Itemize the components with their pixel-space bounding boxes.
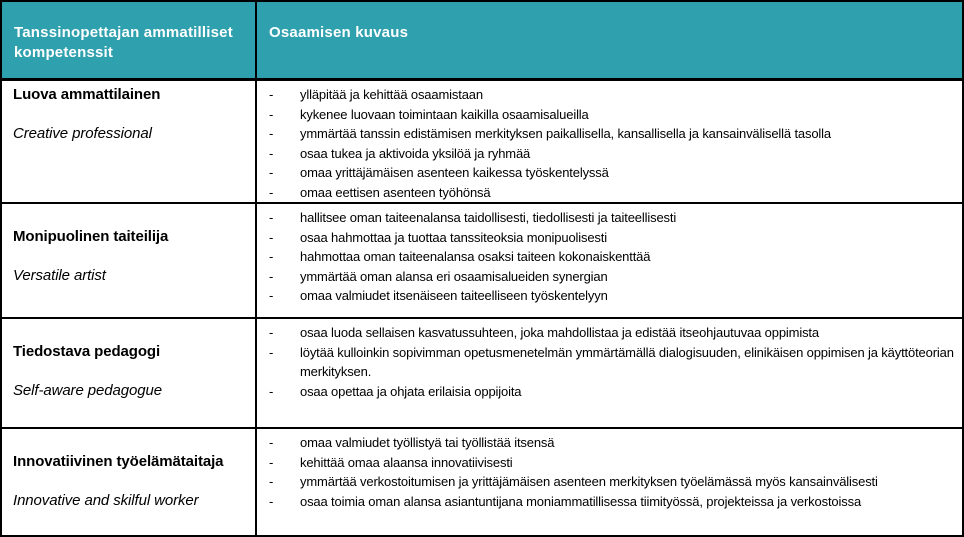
competency-title-en: Versatile artist bbox=[13, 267, 106, 284]
competency-title: Monipuolinen taiteilija bbox=[13, 228, 169, 245]
bullet-text: osaa toimia oman alansa asiantuntijana m… bbox=[300, 493, 862, 509]
competency-row-left: Tiedostava pedagogi Self-aware pedagogue bbox=[2, 319, 257, 429]
list-item: - osaa toimia oman alansa asiantuntijana … bbox=[263, 492, 954, 512]
bullet-dash: - bbox=[269, 454, 274, 470]
competency-row-right: - osaa luoda sellaisen kasvatussuhteen, j… bbox=[257, 319, 962, 429]
bullet-text: osaa luoda sellaisen kasvatussuhteen, jo… bbox=[300, 325, 819, 340]
bullet-text: osaa tukea ja aktivoida yksilöä ja ryhmä… bbox=[300, 145, 531, 161]
list-item: - ylläpitää ja kehittää osaamistaan bbox=[263, 85, 954, 105]
competency-row-left: Monipuolinen taiteilija Versatile artist bbox=[2, 204, 257, 319]
competency-row-right: - hallitsee oman taiteenalansa taidollise… bbox=[257, 204, 962, 319]
list-item: - omaa valmiudet työllistyä tai työllistä… bbox=[263, 433, 954, 453]
bullet-text: omaa valmiudet itsenäiseen taiteelliseen… bbox=[300, 288, 608, 303]
bullet-dash: - bbox=[269, 268, 274, 284]
competency-title: Innovatiivinen työelämätaitaja bbox=[13, 453, 224, 470]
list-item: - omaa eettisen asenteen työhönsä bbox=[263, 183, 954, 203]
competency-title: Tiedostava pedagogi bbox=[13, 343, 161, 360]
bullet-text: omaa valmiudet työllistyä tai työllistää… bbox=[300, 435, 555, 450]
bullet-dash: - bbox=[269, 288, 274, 303]
bullet-dash: - bbox=[269, 249, 274, 264]
table-header-description: Osaamisen kuvaus bbox=[257, 2, 962, 81]
competency-title: Luova ammattilainen bbox=[13, 86, 161, 103]
list-item: - osaa luoda sellaisen kasvatussuhteen, j… bbox=[263, 323, 954, 343]
bullet-text: ymmärtää oman alansa eri osaamisalueiden… bbox=[300, 268, 608, 284]
bullet-text: hahmottaa oman taiteenalansa osaksi tait… bbox=[300, 249, 651, 264]
competency-row-right: - ylläpitää ja kehittää osaamistaan - kyke… bbox=[257, 81, 962, 204]
bullet-text: omaa eettisen asenteen työhönsä bbox=[300, 184, 491, 200]
bullet-dash: - bbox=[269, 145, 274, 161]
bullet-text: kykenee luovaan toimintaan kaikilla osaa… bbox=[300, 106, 589, 122]
bullet-dash: - bbox=[269, 126, 274, 141]
list-item: - ymmärtää tanssin edistämisen merkitykse… bbox=[263, 124, 954, 144]
bullet-text: ymmärtää tanssin edistämisen merkityksen… bbox=[300, 126, 831, 141]
bullet-text: ymmärtää verkostoitumisen ja yrittäjämäi… bbox=[300, 474, 878, 489]
bullet-text: kehittää omaa alaansa innovatiivisesti bbox=[300, 454, 513, 470]
bullet-list: - ylläpitää ja kehittää osaamistaan - kyke… bbox=[263, 85, 954, 202]
list-item: - hahmottaa oman taiteenalansa osaksi tai… bbox=[263, 247, 954, 267]
bullet-dash: - bbox=[269, 383, 274, 399]
list-item: - osaa hahmottaa ja tuottaa tanssiteoksia… bbox=[263, 228, 954, 248]
list-item: - kykenee luovaan toimintaan kaikilla osa… bbox=[263, 105, 954, 125]
bullet-dash: - bbox=[269, 229, 274, 245]
bullet-list: - omaa valmiudet työllistyä tai työllistä… bbox=[263, 433, 954, 511]
bullet-dash: - bbox=[269, 474, 274, 489]
bullet-dash: - bbox=[269, 344, 274, 360]
competency-row-left: Innovatiivinen työelämätaitaja Innovativ… bbox=[2, 429, 257, 535]
bullet-dash: - bbox=[269, 325, 274, 340]
bullet-text: hallitsee oman taiteenalansa taidollises… bbox=[300, 210, 677, 225]
bullet-dash: - bbox=[269, 87, 274, 102]
list-item: - omaa valmiudet itsenäiseen taiteellisee… bbox=[263, 286, 954, 306]
list-item: - kehittää omaa alaansa innovatiivisesti bbox=[263, 453, 954, 473]
table-header-competencies: Tanssinopettajan ammatilliset kompetenss… bbox=[2, 2, 257, 81]
bullet-text: ylläpitää ja kehittää osaamistaan bbox=[300, 87, 483, 102]
bullet-dash: - bbox=[269, 184, 274, 200]
bullet-list: - osaa luoda sellaisen kasvatussuhteen, j… bbox=[263, 323, 954, 401]
list-item: - ymmärtää oman alansa eri osaamisalueide… bbox=[263, 267, 954, 287]
bullet-text: osaa opettaa ja ohjata erilaisia oppijoi… bbox=[300, 383, 522, 399]
list-item: - ymmärtää verkostoitumisen ja yrittäjämä… bbox=[263, 472, 954, 492]
competency-title-en: Creative professional bbox=[13, 125, 152, 142]
competency-title-en: Self-aware pedagogue bbox=[13, 382, 162, 399]
competency-title-en: Innovative and skilful worker bbox=[13, 492, 199, 509]
list-item: - omaa yrittäjämäisen asenteen kaikessa t… bbox=[263, 163, 954, 183]
competency-row-left: Luova ammattilainen Creative professiona… bbox=[2, 81, 257, 204]
bullet-dash: - bbox=[269, 493, 274, 509]
list-item: - löytää kulloinkin sopivimman opetusmene… bbox=[263, 343, 954, 382]
list-item: - osaa opettaa ja ohjata erilaisia oppijo… bbox=[263, 382, 954, 402]
bullet-dash: - bbox=[269, 210, 274, 225]
bullet-text: osaa hahmottaa ja tuottaa tanssiteoksia … bbox=[300, 229, 607, 245]
list-item: - hallitsee oman taiteenalansa taidollise… bbox=[263, 208, 954, 228]
list-item: - osaa tukea ja aktivoida yksilöä ja ryhm… bbox=[263, 144, 954, 164]
bullet-list: - hallitsee oman taiteenalansa taidollise… bbox=[263, 208, 954, 306]
competency-row-right: - omaa valmiudet työllistyä tai työllistä… bbox=[257, 429, 962, 535]
bullet-text: omaa yrittäjämäisen asenteen kaikessa ty… bbox=[300, 165, 609, 180]
bullet-dash: - bbox=[269, 435, 274, 450]
bullet-dash: - bbox=[269, 165, 274, 180]
bullet-dash: - bbox=[269, 106, 274, 122]
bullet-text: löytää kulloinkin sopivimman opetusmenet… bbox=[300, 344, 954, 380]
